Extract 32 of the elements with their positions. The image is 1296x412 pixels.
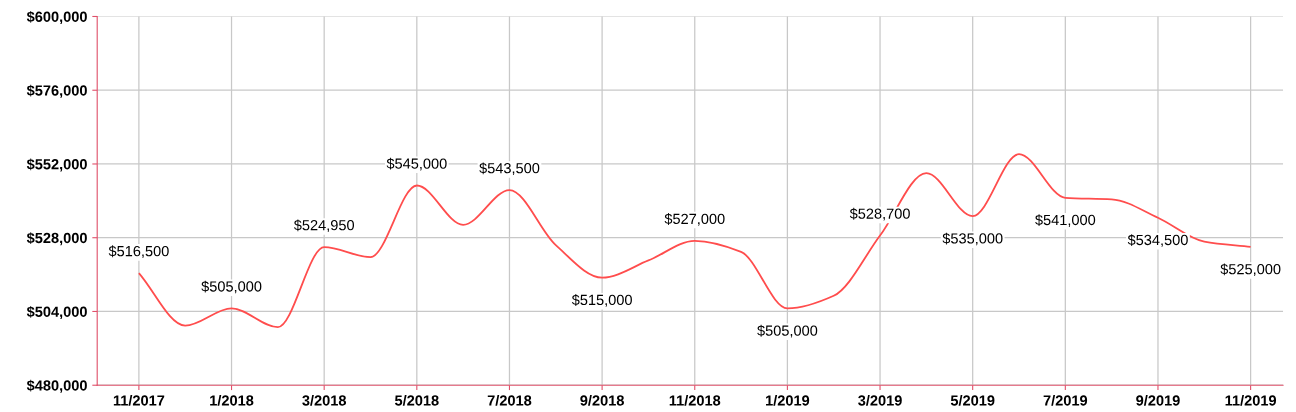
y-tick-label: $600,000 (26, 10, 87, 25)
y-tick-label: $480,000 (26, 379, 87, 393)
x-tick-label: 1/2019 (766, 394, 810, 406)
x-tick-label: 11/2019 (1225, 394, 1277, 406)
y-tick-label: $504,000 (26, 305, 87, 320)
data-label: $543,500 (479, 162, 540, 176)
x-tick-label: 5/2019 (950, 394, 995, 406)
x-tick-label: 5/2018 (394, 394, 439, 406)
y-tick-label: $552,000 (26, 158, 87, 172)
x-tick-label: 11/2018 (669, 394, 721, 406)
x-tick-label: 9/2018 (580, 394, 624, 406)
x-tick-label: 7/2018 (487, 394, 532, 406)
x-tick-label: 3/2018 (302, 394, 347, 406)
data-label: $535,000 (942, 232, 1003, 246)
y-tick-label: $528,000 (26, 232, 87, 246)
data-label: $528,700 (849, 207, 910, 221)
data-label: $505,000 (757, 324, 818, 338)
data-label: $545,000 (386, 157, 447, 171)
data-label: $516,500 (108, 245, 169, 259)
x-tick-label: 9/2019 (1136, 394, 1180, 406)
data-label: $525,000 (1220, 263, 1281, 277)
x-tick-label: 1/2018 (210, 394, 254, 406)
data-label: $541,000 (1035, 214, 1096, 227)
data-label: $515,000 (571, 294, 632, 307)
data-label: $505,000 (201, 280, 262, 294)
data-label: $524,950 (293, 219, 355, 233)
x-tick-label: 11/2017 (113, 394, 165, 406)
y-tick-label: $576,000 (26, 84, 87, 98)
x-tick-label: 3/2019 (858, 394, 902, 406)
data-label: $534,500 (1127, 234, 1188, 247)
x-tick-label: 7/2019 (1043, 394, 1088, 406)
data-label: $527,000 (664, 213, 725, 226)
